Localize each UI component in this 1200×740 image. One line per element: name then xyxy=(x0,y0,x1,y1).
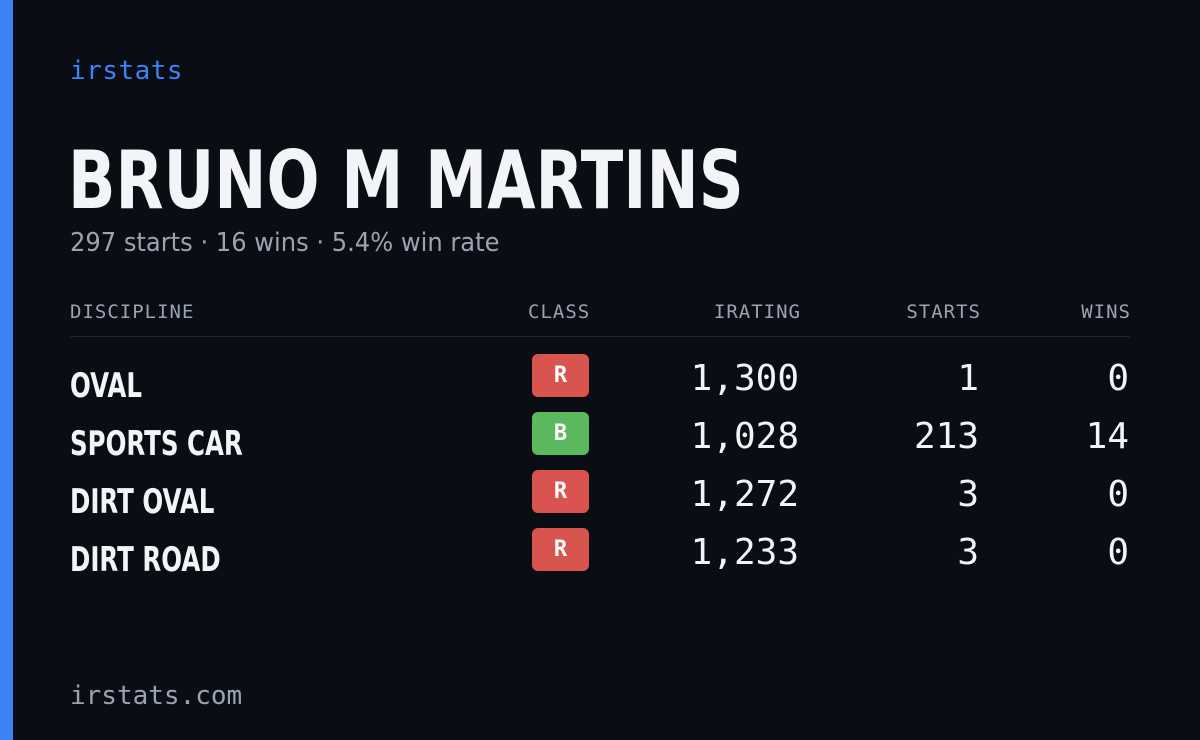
table-row: OVAL R 1,300 1 0 xyxy=(0,354,1200,412)
row-irating: 1,272 xyxy=(690,474,799,515)
row-discipline: SPORTS CAR xyxy=(70,424,243,464)
class-badge: B xyxy=(532,412,589,455)
class-badge: R xyxy=(532,354,589,397)
row-irating: 1,028 xyxy=(690,416,799,457)
row-discipline: DIRT OVAL xyxy=(70,482,215,522)
accent-bar xyxy=(0,0,13,740)
header-class: CLASS xyxy=(528,301,591,323)
row-starts: 213 xyxy=(913,416,979,457)
brand-logo: irstats xyxy=(70,56,184,86)
row-starts: 3 xyxy=(957,474,979,515)
header-starts: STARTS xyxy=(906,301,981,323)
class-badge: R xyxy=(532,528,589,571)
row-irating: 1,233 xyxy=(690,532,799,573)
driver-name: BRUNO M MARTINS xyxy=(68,134,744,227)
table-row: DIRT ROAD R 1,233 3 0 xyxy=(0,528,1200,586)
table-row: DIRT OVAL R 1,272 3 0 xyxy=(0,470,1200,528)
row-starts: 1 xyxy=(957,358,979,399)
row-wins: 0 xyxy=(1107,474,1129,515)
row-irating: 1,300 xyxy=(690,358,799,399)
row-wins: 0 xyxy=(1107,532,1129,573)
header-irating: IRATING xyxy=(713,301,801,323)
table-row: SPORTS CAR B 1,028 213 14 xyxy=(0,412,1200,470)
row-wins: 14 xyxy=(1085,416,1129,457)
class-badge: R xyxy=(532,470,589,513)
footer-url: irstats.com xyxy=(70,681,243,711)
row-discipline: DIRT ROAD xyxy=(70,540,221,580)
row-wins: 0 xyxy=(1107,358,1129,399)
row-starts: 3 xyxy=(957,532,979,573)
row-discipline: OVAL xyxy=(70,366,142,406)
header-wins: WINS xyxy=(1081,301,1131,323)
header-divider xyxy=(70,336,1130,337)
driver-summary: 297 starts · 16 wins · 5.4% win rate xyxy=(70,228,500,258)
header-discipline: DISCIPLINE xyxy=(70,301,195,323)
